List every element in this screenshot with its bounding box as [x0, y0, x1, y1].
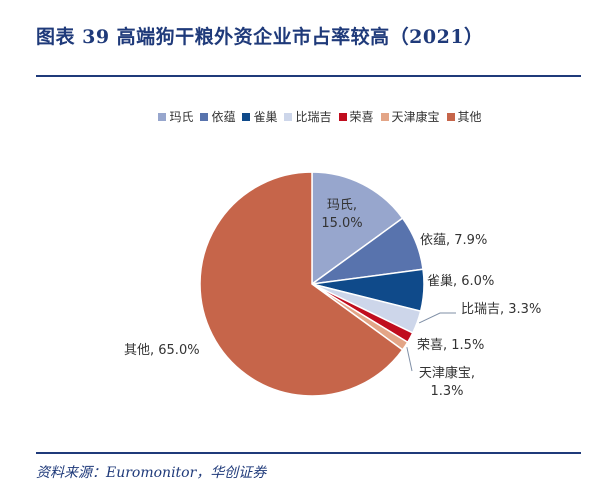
pie-slice: [199, 171, 404, 397]
data-label: 依蕴, 7.9%: [420, 233, 487, 248]
legend-swatch: [380, 112, 389, 121]
legend-swatch: [446, 112, 455, 121]
chart-legend: 玛氏 依蕴 雀巢 比瑞吉 荣喜 天津康宝 其他: [0, 108, 600, 125]
legend-swatch: [242, 112, 251, 121]
legend-item: 玛氏: [158, 108, 193, 125]
data-label: 比瑞吉, 3.3%: [461, 302, 541, 317]
data-label: 荣喜, 1.5%: [417, 338, 484, 353]
top-divider: [36, 75, 581, 77]
leader-line: [406, 347, 413, 372]
source-note: 资料来源：Euromonitor，华创证券: [36, 465, 267, 481]
legend-swatch: [158, 112, 167, 121]
legend-label: 玛氏: [169, 110, 194, 124]
legend-swatch: [284, 112, 293, 121]
pie-slice: [311, 171, 404, 286]
legend-swatch: [338, 112, 347, 121]
legend-item: 天津康宝: [380, 108, 440, 125]
data-label: 其他, 65.0%: [124, 343, 200, 358]
leader-line: [418, 312, 456, 324]
legend-label: 荣喜: [349, 110, 374, 124]
legend-label: 天津康宝: [391, 110, 440, 124]
chart-title: 图表 39 高端狗干粮外资企业市占率较高（2021）: [36, 26, 484, 48]
legend-item: 其他: [446, 108, 482, 125]
legend-item: 荣喜: [338, 108, 374, 125]
legend-label: 依蕴: [211, 110, 236, 124]
legend-item: 依蕴: [200, 108, 235, 125]
legend-swatch: [200, 112, 209, 121]
data-label: 雀巢, 6.0%: [427, 274, 494, 289]
legend-item: 雀巢: [242, 108, 277, 125]
legend-item: 比瑞吉: [284, 108, 332, 125]
bottom-divider: [36, 452, 581, 454]
legend-label: 雀巢: [253, 110, 278, 124]
legend-label: 比瑞吉: [295, 110, 332, 124]
data-label: 天津康宝, 1.3%: [419, 365, 475, 399]
data-label: 玛氏, 15.0%: [321, 198, 362, 231]
legend-label: 其他: [457, 110, 482, 124]
